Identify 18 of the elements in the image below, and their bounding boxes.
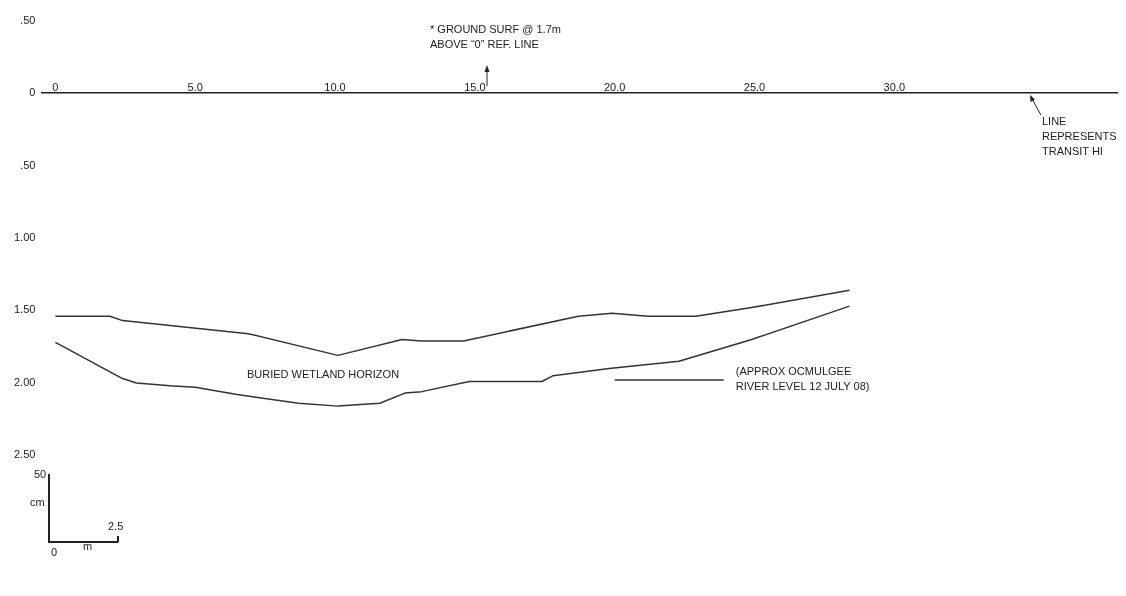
x-tick-label: 0 [52, 81, 59, 94]
annotation: BURIED WETLAND HORIZON [246, 367, 400, 380]
y-tick-label: 2.50 [13, 448, 36, 461]
y-tick-label: .50 [20, 158, 36, 171]
x-tick-label: 15.0 [464, 81, 486, 94]
annotation: LINE REPRESENTS TRANSIT HI [1042, 115, 1117, 158]
x-tick-label: 20.0 [603, 81, 626, 94]
x-tick-label: 30.0 [883, 81, 905, 94]
annotation: * GROUND SURF @ 1.7m ABOVE “0” REF. LINE [430, 23, 561, 51]
y-tick-label: 1.50 [13, 303, 36, 316]
y-tick-label: 1.00 [13, 231, 36, 244]
scale-bar: 50 cm 2.5 m 0 [8, 468, 133, 560]
x-tick-label: 25.0 [743, 81, 766, 94]
y-tick-label: .50 [20, 13, 36, 26]
annotation: (APPROX OCMULGEE RIVER LEVEL 12 JULY 08) [735, 365, 870, 393]
x-tick-label: 10.0 [324, 81, 346, 94]
y-tick-label: 2.00 [13, 375, 36, 388]
x-tick-label: 5.0 [187, 81, 203, 94]
